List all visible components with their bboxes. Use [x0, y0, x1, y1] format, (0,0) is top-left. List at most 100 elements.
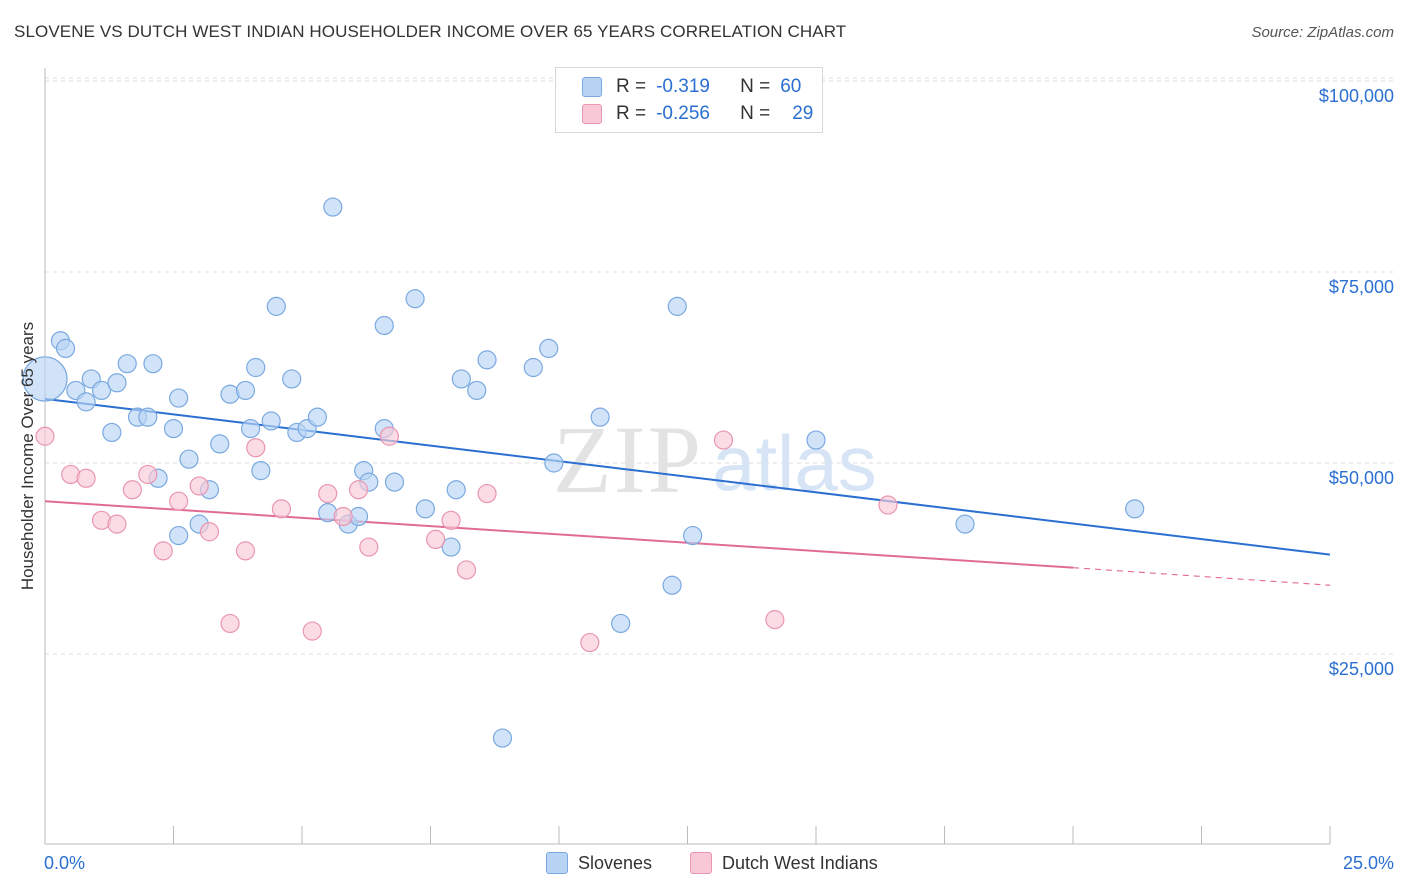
dutch-west-indians-point [333, 506, 353, 527]
slovenes-point [662, 575, 682, 595]
slovenes-point [492, 728, 513, 748]
slovenes-point [451, 369, 471, 389]
dutch-west-indians-point [580, 632, 600, 653]
slovenes-point [955, 514, 975, 534]
slovenes-point [107, 373, 127, 393]
dutch-west-indians-point [76, 468, 96, 488]
dutch-west-indians-point [199, 522, 220, 542]
legend-swatch-dutch-west-indians [690, 852, 712, 874]
chart-title: SLOVENE VS DUTCH WEST INDIAN HOUSEHOLDER… [14, 22, 847, 41]
slovenes-point [611, 613, 631, 634]
slovenes-point [544, 453, 564, 473]
slovenes-point [467, 380, 487, 401]
watermark: ZIP atlas [553, 406, 877, 513]
slovenes-point [143, 354, 163, 374]
slovenes-point [169, 388, 189, 408]
slovenes-point [179, 449, 199, 469]
slovenes-point [210, 434, 230, 454]
y-axis-label: Householder Income Over 65 years [18, 321, 37, 591]
dutch-west-indians-point [456, 560, 477, 580]
dutch-west-indians-point [348, 480, 369, 500]
axes [44, 68, 1331, 845]
dutch-west-indians-point [359, 537, 379, 557]
data-points [22, 197, 1145, 748]
watermark-zip: ZIP [553, 406, 703, 513]
slovenes-point [22, 356, 68, 402]
slovenes-point [415, 499, 435, 519]
dutch-west-indians-point [426, 529, 446, 550]
slovenes-point [446, 480, 466, 500]
legend-swatch-dutch-west-indians [582, 104, 602, 124]
legend-swatch-slovenes [546, 852, 568, 874]
dutch-west-indians-point [107, 514, 127, 534]
y-tick-label: $75,000 [1328, 277, 1394, 297]
slovenes-point [477, 350, 497, 370]
slovenes-point [806, 430, 826, 450]
dutch-west-indians-point [765, 610, 785, 630]
dutch-west-indians-point [246, 438, 266, 458]
slovenes-point [163, 419, 184, 439]
legend-n-value: 60 [780, 76, 802, 97]
x-tick-label-min: 0.0% [44, 853, 86, 873]
legend-row-dutch-west-indians: R = -0.256 N = 29 [582, 101, 813, 127]
slovenes-point [235, 380, 256, 401]
legend-r-value: -0.256 [656, 103, 710, 124]
slovenes-point [266, 296, 286, 316]
dutch-west-indians-point [713, 430, 734, 450]
y-tick-label: $100,000 [1318, 86, 1394, 106]
dutch-west-indians-point [477, 483, 497, 504]
trend-line [44, 500, 1074, 569]
trend-line-extension [1072, 567, 1331, 586]
slovenes-point [117, 354, 137, 374]
slovenes-point [261, 411, 281, 431]
slovenes-point [138, 407, 158, 427]
dutch-west-indians-point [220, 613, 240, 634]
y-tick-label: $25,000 [1328, 659, 1394, 679]
slovenes-point [539, 338, 559, 358]
slovenes-point [307, 407, 328, 427]
dutch-west-indians-point [318, 483, 338, 504]
slovenes-point [91, 380, 112, 401]
dutch-west-indians-point [878, 495, 898, 515]
dutch-west-indians-point [379, 426, 399, 446]
slovenes-point [246, 357, 266, 378]
legend-item-dutch-west-indians: Dutch West Indians [690, 852, 878, 874]
slovenes-point [102, 422, 122, 443]
legend-r-label: R = [616, 76, 647, 97]
slovenes-point [76, 392, 96, 412]
legend-r-label: R = [616, 103, 647, 124]
slovenes-point [441, 537, 461, 557]
slovenes-point [374, 315, 394, 336]
slovenes-point [523, 357, 543, 378]
slovenes-point [282, 369, 302, 389]
dutch-west-indians-point [302, 621, 322, 641]
legend-n-value: 29 [792, 103, 814, 124]
legend-n-label: N = [740, 103, 771, 124]
dutch-west-indians-point [169, 491, 189, 511]
legend-row-slovenes: R = -0.319 N = 60 [582, 74, 801, 100]
dutch-west-indians-point [153, 541, 173, 561]
slovenes-point [55, 338, 76, 358]
slovenes-point [667, 296, 687, 316]
legend-label-dutch-west-indians: Dutch West Indians [722, 852, 878, 873]
legend-swatch-slovenes [582, 77, 602, 97]
slovenes-point [683, 525, 703, 546]
x-tick-label-max: 25.0% [1342, 853, 1394, 873]
dutch-west-indians-point [189, 476, 209, 496]
dutch-west-indians-point [122, 480, 142, 500]
legend-n-label: N = [740, 76, 771, 97]
slovenes-point [241, 419, 261, 439]
slovenes-point [169, 525, 189, 546]
correlation-legend: R = -0.319 N = 60 R = -0.256 N = 29 [555, 67, 823, 133]
dutch-west-indians-point [235, 541, 256, 561]
legend-item-slovenes: Slovenes [546, 852, 652, 874]
slovenes-point [405, 289, 425, 309]
slovenes-point [251, 461, 271, 481]
source-label: Source: ZipAtlas.com [1251, 24, 1394, 41]
dutch-west-indians-point [138, 464, 158, 485]
dutch-west-indians-point [35, 426, 55, 446]
slovenes-point [590, 407, 610, 427]
y-tick-label: $50,000 [1328, 468, 1394, 488]
dutch-west-indians-point [441, 510, 461, 530]
